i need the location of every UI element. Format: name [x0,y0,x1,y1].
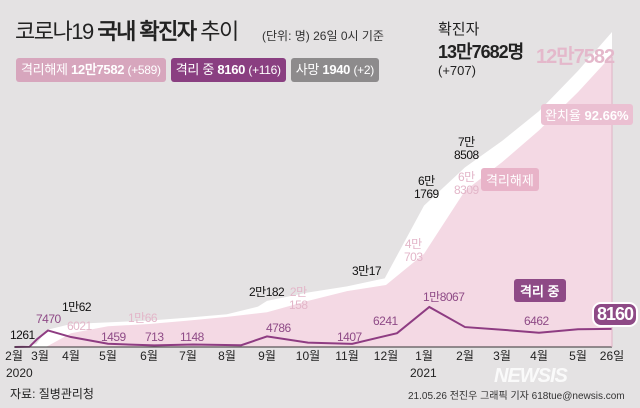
x-tick-label: 8월 [218,349,236,363]
x-tick-label: 2월 [5,349,23,363]
x-tick-label: 3월 [493,349,511,363]
isolated-series-tag: 격리 중 [514,279,566,302]
unit-note: (단위: 명) 26일 0시 기준 [262,29,384,43]
total-value: 13만7682명 [438,42,524,62]
x-tick-label: 12월 [373,349,399,363]
year-label-2020: 2020 [6,366,33,380]
released-label: 6만 8309 [454,170,479,197]
released-label: 6021 [67,319,92,333]
status-badges: 격리해제 12만7582 (+589) 격리 중 8160 (+116) 사망 … [16,58,379,82]
badge-released: 격리해제 12만7582 (+589) [16,58,166,82]
isolated-label: 1407 [337,330,362,344]
isolated-current-value: 8160 [592,302,639,327]
released-series-tag: 격리해제 [481,168,539,191]
total-delta: (+707) [438,63,476,78]
recovery-rate: 완치율 92.66% [541,104,633,125]
x-tick-label: 10월 [295,349,321,363]
x-tick-label: 2월 [456,349,474,363]
total-title: 확진자 [438,21,480,38]
confirmed-label: 6만 1769 [414,174,439,201]
isolated-label: 7470 [36,312,61,326]
released-area [15,55,612,347]
badge-isolated: 격리 중 8160 (+116) [170,58,286,82]
released-label: 1만66 [128,311,158,325]
credit-line: 21.05.26 전진우 그래픽 기자 618tue@newsis.com [408,391,625,402]
x-tick-label: 4월 [530,349,548,363]
isolated-label: 4786 [266,321,291,335]
confirmed-label: 2만182 [249,285,285,299]
x-tick-label: 5월 [569,349,587,363]
x-tick-label: 4월 [62,349,80,363]
x-tick-label: 6월 [140,349,158,363]
x-tick-label: 5월 [99,349,117,363]
isolated-label: 1459 [101,330,126,344]
isolated-label: 1148 [180,330,204,344]
isolated-label: 713 [145,330,164,344]
isolated-line [14,305,613,348]
x-tick-label: 7월 [179,349,197,363]
confirmed-label: 1만62 [62,300,92,314]
newsis-logo: NEWSIS [494,365,568,387]
released-total-label: 12만7582 [536,46,615,68]
x-tick-label: 26일 [599,349,625,363]
source-note: 자료: 질병관리청 [10,387,94,401]
confirmed-label: 1261 [10,328,35,342]
released-label: 2만 158 [289,285,308,312]
confirmed-label: 3만17 [352,264,382,278]
isolated-label: 1만8067 [423,290,465,304]
isolated-label: 6241 [373,314,398,328]
x-tick-label: 3월 [31,349,49,363]
confirmed-label: 7만 8508 [454,135,479,162]
x-tick-label: 1월 [415,349,433,363]
released-label: 4만 703 [404,237,423,264]
isolated-label: 6462 [524,314,549,328]
page-title: 코로나19 국내 확진자 추이 [15,19,239,44]
x-tick-label: 9월 [258,349,276,363]
x-tick-label: 11월 [335,349,359,363]
year-label-2021: 2021 [410,366,437,380]
badge-deaths: 사망 1940 (+2) [290,58,379,82]
